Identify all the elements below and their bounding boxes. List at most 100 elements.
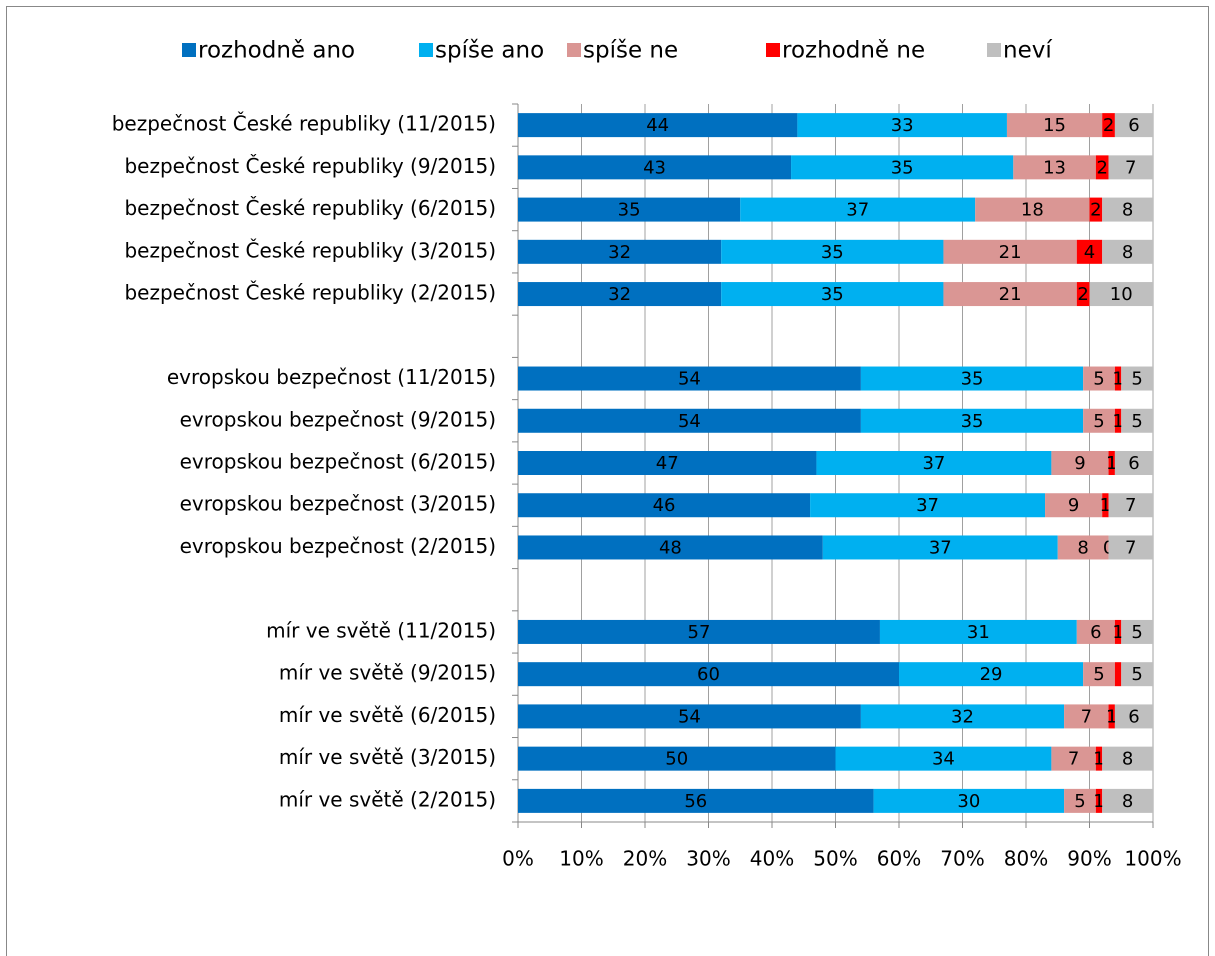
category-label: bezpečnost České republiky (11/2015) — [112, 112, 496, 136]
category-label: bezpečnost České republiky (9/2015) — [124, 154, 496, 178]
bar-segment — [1006, 113, 1103, 138]
data-label: 10 — [1110, 284, 1133, 305]
data-label: 48 — [659, 537, 682, 558]
bar-segment — [1102, 113, 1115, 138]
data-label: 5 — [1131, 664, 1142, 685]
bar-segment — [518, 788, 874, 813]
x-tick-label: 20% — [623, 847, 667, 871]
x-tick-label: 40% — [750, 847, 794, 871]
bar-segment — [943, 239, 1077, 264]
data-label: 2 — [1103, 115, 1114, 136]
data-label: 18 — [1021, 200, 1044, 221]
data-label: 47 — [656, 453, 679, 474]
x-tick-label: 30% — [686, 847, 730, 871]
bar-segment — [518, 282, 722, 307]
bar-segment — [518, 155, 792, 180]
bar-segment — [1076, 239, 1103, 264]
legend-swatch — [182, 43, 196, 57]
bar-segment — [822, 535, 1058, 560]
bar-segment — [1114, 662, 1122, 687]
data-label: 1 — [1106, 706, 1117, 727]
data-label: 1 — [1112, 411, 1123, 432]
bar-segment — [1083, 408, 1115, 433]
category-label: evropskou bezpečnost (9/2015) — [180, 407, 496, 431]
data-label: 32 — [951, 706, 974, 727]
category-label: evropskou bezpečnost (3/2015) — [180, 492, 496, 516]
data-label: 32 — [608, 284, 631, 305]
bar-segment — [879, 619, 1077, 644]
bar-segment — [1108, 704, 1115, 729]
bar-segment — [1064, 788, 1096, 813]
data-label: 15 — [1043, 115, 1066, 136]
x-tick-label: 80% — [1004, 847, 1048, 871]
data-label: 31 — [967, 622, 990, 643]
data-label: 54 — [678, 411, 701, 432]
data-label: 46 — [653, 495, 676, 516]
bar-segment — [1095, 155, 1109, 180]
data-label: 29 — [980, 664, 1003, 685]
data-label: 6 — [1128, 453, 1139, 474]
data-label: 1 — [1106, 453, 1117, 474]
category-label: evropskou bezpečnost (11/2015) — [167, 365, 496, 389]
bar-segment — [721, 282, 944, 307]
bar-segment — [518, 113, 798, 138]
data-label: 5 — [1131, 622, 1142, 643]
data-label: 1 — [1093, 749, 1104, 770]
bar-segment — [975, 197, 1090, 222]
data-label: 60 — [697, 664, 720, 685]
bar-segment — [1121, 662, 1153, 687]
bar-segment — [835, 746, 1052, 771]
x-tick-label: 100% — [1124, 847, 1181, 871]
x-tick-label: 50% — [813, 847, 857, 871]
category-label: mír ve světě (2/2015) — [279, 787, 496, 811]
category-label: mír ve světě (9/2015) — [279, 661, 496, 685]
data-label: 1 — [1112, 622, 1123, 643]
x-tick-label: 60% — [877, 847, 921, 871]
bar-segment — [1114, 619, 1122, 644]
x-tick-label: 10% — [559, 847, 603, 871]
data-label: 5 — [1074, 791, 1085, 812]
data-label: 5 — [1093, 411, 1104, 432]
bar-segment — [1076, 282, 1090, 307]
data-label: 37 — [916, 495, 939, 516]
bar-segment — [1102, 788, 1153, 813]
data-label: 5 — [1093, 664, 1104, 685]
data-label: 56 — [684, 791, 707, 812]
category-label: bezpečnost České republiky (3/2015) — [124, 238, 496, 262]
bar-segment — [943, 282, 1077, 307]
bar-segment — [1095, 788, 1103, 813]
legend-label: spíše ne — [583, 38, 678, 64]
bar-segment — [518, 408, 861, 433]
data-label: 37 — [922, 453, 945, 474]
bar-segment — [810, 493, 1046, 518]
category-label: bezpečnost České republiky (6/2015) — [124, 196, 496, 220]
bar-segment — [1114, 408, 1122, 433]
data-label: 33 — [891, 115, 914, 136]
bar-segment — [1108, 451, 1115, 475]
data-label: 35 — [821, 242, 844, 263]
data-label: 8 — [1122, 200, 1133, 221]
bar-segment — [1013, 155, 1096, 180]
legend-label: neví — [1003, 38, 1052, 64]
bar-segment — [873, 788, 1065, 813]
data-label: 7 — [1068, 749, 1079, 770]
bar-segment — [518, 239, 722, 264]
bar-segment — [1114, 451, 1153, 475]
data-label: 7 — [1081, 706, 1092, 727]
bar-segment — [791, 155, 1014, 180]
data-label: 9 — [1074, 453, 1085, 474]
bar-segment — [1064, 704, 1109, 729]
bar-segment — [797, 113, 1007, 138]
data-label: 1 — [1093, 791, 1104, 812]
bar-segment — [1121, 408, 1153, 433]
data-label: 2 — [1090, 200, 1101, 221]
bar-segment — [740, 197, 976, 222]
bar-segment — [1114, 113, 1153, 138]
legend-swatch — [419, 43, 433, 57]
data-label: 9 — [1068, 495, 1079, 516]
bar-segment — [1076, 619, 1115, 644]
bar-segment — [1114, 366, 1122, 391]
bar-segment — [1089, 197, 1103, 222]
data-label: 1 — [1100, 495, 1111, 516]
